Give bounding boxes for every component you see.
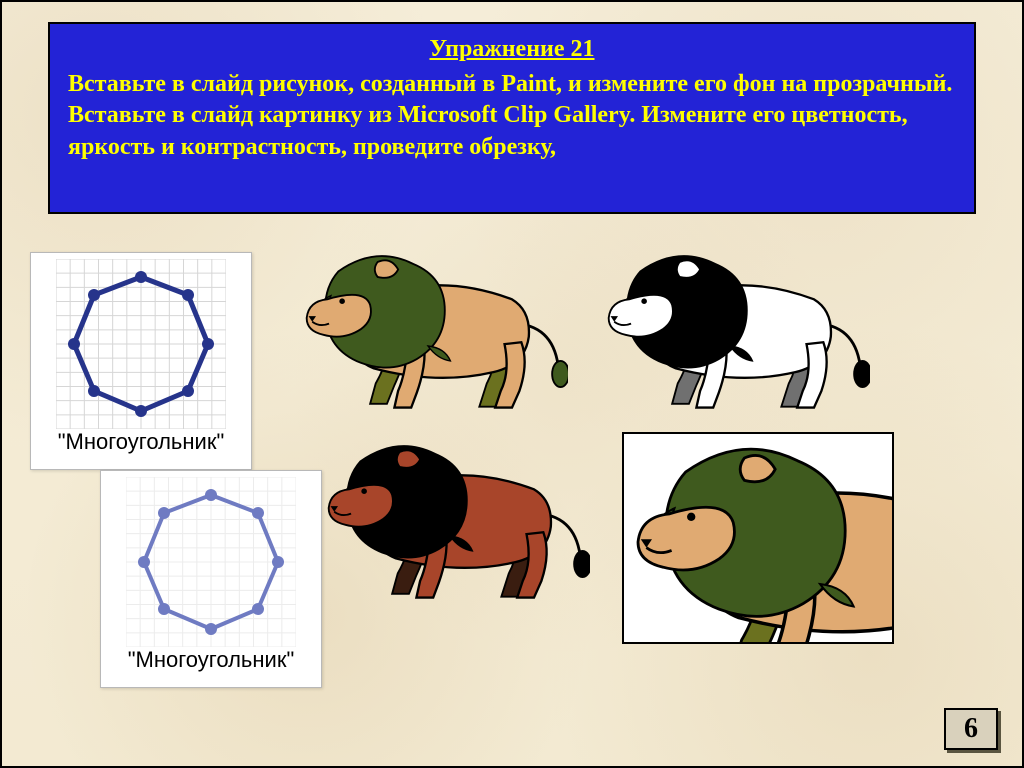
lion-cropped-frame bbox=[622, 432, 894, 644]
page-number-badge: 6 bbox=[944, 708, 998, 750]
polygon-svg-original bbox=[56, 259, 226, 429]
page-number-value: 6 bbox=[964, 713, 978, 745]
exercise-body-line1: Вставьте в слайд рисунок, созданный в Pa… bbox=[68, 71, 952, 97]
polygon-figure-lightened: "Многоугольник" bbox=[100, 470, 322, 688]
lion-default bbox=[288, 242, 568, 422]
lion-recolored-red bbox=[310, 432, 590, 612]
polygon-svg-lightened bbox=[126, 477, 296, 647]
lion-cropped bbox=[622, 432, 894, 644]
polygon-caption: "Многоугольник" bbox=[101, 647, 321, 679]
exercise-title-box: Упражнение 21 Вставьте в слайд рисунок, … bbox=[48, 22, 976, 214]
polygon-figure-original: "Многоугольник" bbox=[30, 252, 252, 470]
polygon-caption: "Многоугольник" bbox=[31, 429, 251, 461]
lion-grayscale bbox=[590, 242, 870, 422]
exercise-body: Вставьте в слайд рисунок, созданный в Pa… bbox=[68, 69, 956, 163]
exercise-body-line2: Вставьте в слайд картинку из Microsoft C… bbox=[68, 102, 908, 159]
exercise-heading: Упражнение 21 bbox=[68, 34, 956, 65]
